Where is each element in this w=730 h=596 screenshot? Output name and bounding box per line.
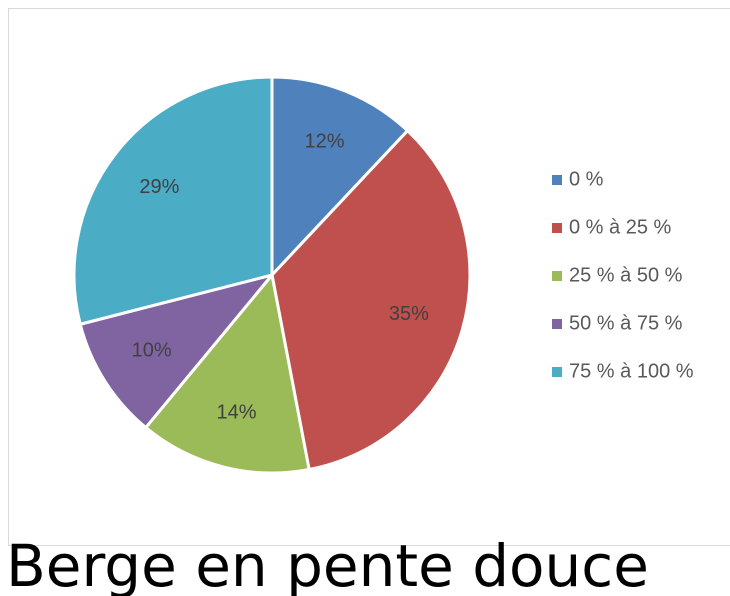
legend-swatch [552,319,562,329]
pie: 12% 35% 14% 10% 29% [72,75,472,475]
data-label: 29% [139,176,179,198]
caption: Berge en pente douce [6,532,649,596]
legend-swatch [552,223,562,233]
legend-label: 25 % à 50 % [569,264,683,286]
legend: 0 % 0 % à 25 % 25 % à 50 % 50 % à 75 % 75 % … [552,168,694,382]
pie-slice [270,128,472,472]
data-label: 35% [389,303,429,325]
data-label: 10% [132,340,172,362]
legend-swatch [552,271,562,281]
legend-swatch [552,175,562,185]
pie-slice [72,75,274,327]
pie-slice [143,271,311,475]
data-label: 12% [304,131,344,153]
legend-label: 0 % [569,168,604,190]
legend-label: 50 % à 75 % [569,312,683,334]
legend-swatch [552,367,562,377]
pie-slice [270,75,410,279]
legend-label: 75 % à 100 % [569,360,694,382]
legend-label: 0 % à 25 % [569,216,672,238]
data-label: 14% [217,401,257,423]
